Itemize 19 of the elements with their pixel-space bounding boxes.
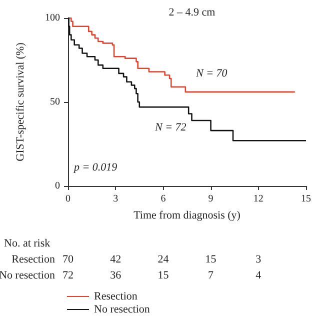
annotation: p = 0.019	[73, 162, 118, 174]
x-axis-title: Time from diagnosis (y)	[134, 210, 241, 222]
legend-label: No resection	[94, 304, 150, 316]
chart-title: 2 – 4.9 cm	[168, 6, 216, 18]
x-tick-label: 15	[301, 194, 311, 204]
x-tick-label: 6	[160, 194, 166, 204]
x-tick-label: 3	[113, 194, 118, 204]
y-tick-label: 50	[50, 96, 60, 108]
annotation: N = 72	[154, 122, 187, 134]
x-tick-label: 9	[208, 194, 214, 204]
y-axis-title: GIST-specific survival (%)	[14, 42, 26, 162]
text: Resection 70 42 24 15 3	[12, 254, 262, 266]
annotation: N = 70	[195, 68, 228, 80]
legend-label: Resection	[94, 290, 138, 302]
y-tick-label: 100	[45, 12, 60, 24]
x-tick-label: 0	[66, 194, 70, 204]
y-tick-label: 0	[55, 180, 60, 192]
text: No. at risk	[4, 238, 51, 250]
x-tick-label: 12	[253, 194, 264, 204]
